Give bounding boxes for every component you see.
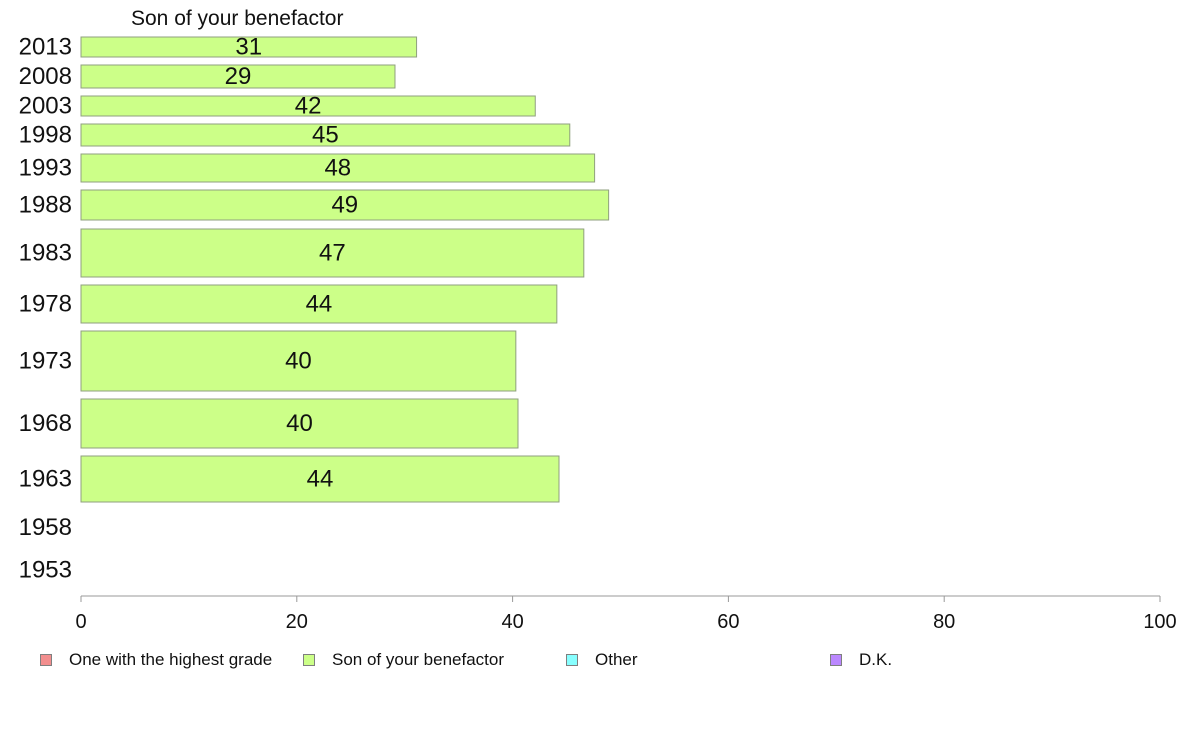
y-tick-label-2013: 2013: [19, 34, 72, 61]
y-tick-label-1953: 1953: [19, 557, 72, 584]
y-tick-label-1993: 1993: [19, 155, 72, 182]
data-label-1998: 45: [312, 122, 339, 149]
bar-1983: [80, 228, 585, 278]
y-tick-label-1988: 1988: [19, 192, 72, 219]
bar-2003: [80, 95, 536, 117]
data-label-2008: 29: [225, 63, 252, 90]
legend-item-dk: D.K.: [830, 648, 892, 672]
bar-2013: [80, 36, 418, 58]
legend-label-son-of-benefactor: Son of your benefactor: [332, 650, 505, 669]
x-tick-label-40: 40: [501, 611, 523, 633]
bar-chart: 2013 31 2008 29 2003 42 1998 45 1993 48 1988 49 1983…: [19, 34, 1177, 634]
x-tick-label-20: 20: [286, 611, 308, 633]
data-label-1988: 49: [331, 192, 358, 219]
bar-1998: [80, 123, 571, 147]
data-label-1983: 47: [319, 240, 346, 267]
legend-swatch-other: [566, 654, 578, 666]
legend-item-son-of-benefactor: Son of your benefactor: [303, 648, 504, 672]
bar-1968: [80, 398, 519, 449]
x-tick-label-80: 80: [933, 611, 955, 633]
bar-1973: [80, 330, 517, 392]
legend-label-dk: D.K.: [859, 650, 893, 669]
bar-2008: [80, 64, 396, 89]
bar-1993: [80, 153, 596, 183]
data-label-1993: 48: [324, 155, 351, 182]
y-tick-label-1978: 1978: [19, 291, 72, 318]
y-tick-label-1998: 1998: [19, 122, 72, 149]
data-label-2013: 31: [235, 34, 262, 61]
bar-1963: [80, 455, 560, 503]
data-label-1973: 40: [285, 348, 312, 375]
x-tick-label-60: 60: [717, 611, 739, 633]
legend-item-other: Other: [566, 648, 638, 672]
x-tick-label-0: 0: [75, 611, 86, 633]
y-tick-label-1983: 1983: [19, 240, 72, 267]
y-tick-label-1973: 1973: [19, 348, 72, 375]
bar-1978: [80, 284, 558, 324]
y-tick-label-2003: 2003: [19, 93, 72, 120]
legend: One with the highest grade Son of your b…: [0, 648, 1188, 672]
legend-swatch-dk: [830, 654, 842, 666]
data-label-1968: 40: [286, 410, 313, 437]
chart-title: Son of your benefactor: [131, 7, 344, 30]
data-label-2003: 42: [295, 93, 322, 120]
legend-label-other: Other: [595, 650, 638, 669]
legend-swatch-son-of-benefactor: [303, 654, 315, 666]
y-tick-label-1963: 1963: [19, 466, 72, 493]
bar-1988: [80, 189, 610, 221]
y-tick-label-2008: 2008: [19, 63, 72, 90]
y-tick-label-1968: 1968: [19, 410, 72, 437]
y-tick-label-1958: 1958: [19, 514, 72, 541]
legend-label-highest-grade: One with the highest grade: [69, 650, 273, 669]
data-label-1963: 44: [307, 466, 334, 493]
legend-item-highest-grade: One with the highest grade: [40, 648, 272, 672]
x-tick-label-100: 100: [1143, 611, 1176, 633]
data-label-1978: 44: [306, 291, 333, 318]
legend-swatch-highest-grade: [40, 654, 52, 666]
